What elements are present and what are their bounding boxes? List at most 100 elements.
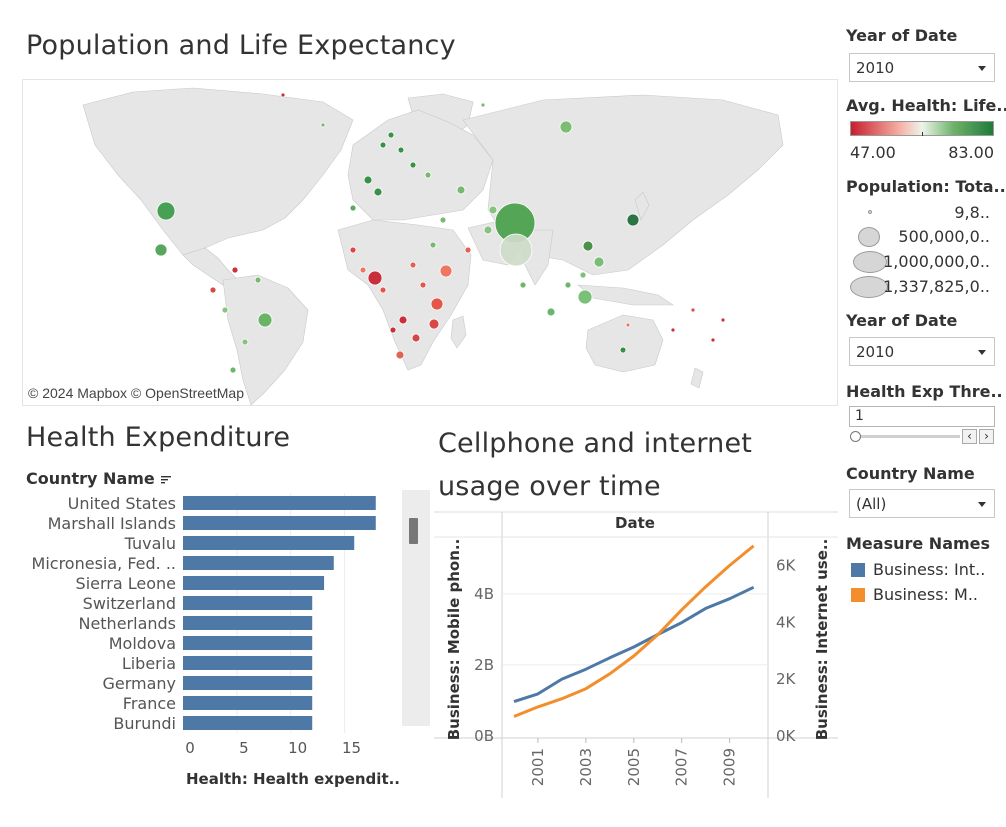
country-bubble[interactable]	[483, 225, 493, 235]
threshold-slider-track[interactable]	[856, 435, 960, 438]
country-bubble[interactable]	[257, 312, 273, 328]
bar[interactable]	[183, 616, 313, 630]
threshold-input[interactable]: 1	[849, 406, 995, 427]
country-bubble[interactable]	[409, 261, 417, 269]
scrollbar-thumb[interactable]	[409, 518, 418, 544]
country-bubble[interactable]	[320, 122, 326, 128]
country-bubble[interactable]	[379, 286, 387, 294]
country-bubble[interactable]	[221, 306, 229, 314]
country-bubble[interactable]	[241, 338, 249, 346]
bar[interactable]	[183, 576, 325, 590]
land-australia	[585, 314, 664, 373]
world-map[interactable]: © 2024 Mapbox © OpenStreetMap	[22, 79, 838, 406]
country-bubble[interactable]	[156, 201, 176, 221]
country-bubble[interactable]	[398, 315, 408, 325]
bar[interactable]	[183, 656, 313, 670]
country-bubble[interactable]	[439, 264, 453, 278]
country-bubble[interactable]	[626, 213, 640, 227]
country-bubble[interactable]	[395, 350, 405, 360]
country-bubble[interactable]	[280, 92, 286, 98]
bar-category-label: Switzerland	[83, 594, 176, 613]
country-bubble[interactable]	[209, 286, 217, 294]
bar[interactable]	[183, 636, 313, 650]
country-bubble[interactable]	[430, 297, 444, 311]
country-bubble[interactable]	[254, 276, 262, 284]
country-bubble[interactable]	[359, 266, 367, 274]
country-bubble[interactable]	[519, 281, 527, 289]
country-bubble[interactable]	[564, 281, 572, 289]
country-bubble[interactable]	[577, 289, 593, 305]
country-bubble[interactable]	[593, 256, 605, 268]
bar[interactable]	[183, 556, 334, 570]
country-bubble[interactable]	[670, 327, 676, 333]
country-filter-label: Country Name	[846, 464, 975, 483]
country-bubble[interactable]	[499, 233, 533, 267]
country-bubble[interactable]	[456, 185, 466, 195]
bar[interactable]	[183, 676, 313, 690]
year-filter-label-2: Year of Date	[846, 311, 958, 330]
country-bubble[interactable]	[439, 216, 447, 224]
country-bubble[interactable]	[619, 346, 627, 354]
chevron-right-icon[interactable]: ›	[979, 429, 994, 444]
chevron-down-icon	[978, 66, 986, 71]
country-bubble[interactable]	[488, 205, 498, 215]
country-bubble[interactable]	[349, 204, 357, 212]
country-bubble[interactable]	[229, 366, 237, 374]
chevron-left-icon[interactable]: ‹	[962, 429, 977, 444]
world-map-canvas[interactable]	[23, 80, 838, 406]
left-axis-tick: 2B	[474, 656, 494, 674]
country-bubble[interactable]	[710, 337, 716, 343]
country-bubble[interactable]	[429, 241, 437, 249]
x-tick: 2009	[721, 748, 739, 786]
measure-legend-item[interactable]: Business: Int..	[849, 560, 1005, 580]
country-bubble[interactable]	[625, 322, 631, 328]
bar[interactable]	[183, 516, 376, 530]
country-bubble[interactable]	[720, 317, 726, 323]
bar-category-label: Micronesia, Fed. ..	[32, 554, 176, 573]
country-bubble[interactable]	[419, 281, 427, 289]
country-bubble[interactable]	[559, 120, 573, 134]
country-bubble[interactable]	[397, 146, 405, 154]
right-axis-tick: 4K	[776, 613, 797, 631]
bar-category-label: United States	[68, 494, 176, 513]
year-dropdown-2[interactable]: 2010	[849, 337, 995, 366]
country-bubble[interactable]	[579, 271, 587, 279]
right-axis-tick: 0K	[776, 727, 797, 745]
country-bubble[interactable]	[349, 246, 357, 254]
country-name-header[interactable]: Country Name	[26, 469, 172, 488]
measure-legend-item[interactable]: Business: M..	[849, 585, 1005, 605]
country-bubble[interactable]	[373, 187, 383, 197]
threshold-slider-handle[interactable]	[850, 431, 861, 442]
country-bubble[interactable]	[154, 243, 168, 257]
country-bubble[interactable]	[231, 266, 239, 274]
country-bubble[interactable]	[428, 318, 440, 330]
country-bubble[interactable]	[546, 307, 556, 317]
country-bubble[interactable]	[690, 307, 696, 313]
bar[interactable]	[183, 536, 355, 550]
country-bubble[interactable]	[424, 171, 432, 179]
x-tick: 2003	[577, 748, 595, 786]
country-bubble[interactable]	[480, 102, 486, 108]
health-title: Health Expenditure	[26, 422, 291, 453]
country-bubble[interactable]	[379, 141, 387, 149]
country-bubble[interactable]	[367, 270, 383, 286]
series-line[interactable]	[513, 544, 755, 718]
year-dropdown-1[interactable]: 2010	[849, 53, 995, 82]
bar[interactable]	[183, 716, 313, 730]
country-bubble[interactable]	[582, 240, 594, 252]
map-title: Population and Life Expectancy	[26, 30, 456, 61]
sort-icon[interactable]	[160, 474, 172, 485]
country-bubble[interactable]	[409, 161, 417, 169]
country-bubble[interactable]	[387, 131, 395, 139]
country-bubble[interactable]	[389, 326, 397, 334]
country-bubble[interactable]	[464, 246, 472, 254]
series-line[interactable]	[513, 585, 755, 704]
country-dropdown[interactable]: (All)	[849, 489, 995, 518]
year-dropdown-1-value: 2010	[856, 59, 895, 77]
bar[interactable]	[183, 496, 376, 510]
country-bubble[interactable]	[363, 175, 373, 185]
country-bubble[interactable]	[411, 333, 421, 343]
bar[interactable]	[183, 696, 313, 710]
bar[interactable]	[183, 596, 313, 610]
